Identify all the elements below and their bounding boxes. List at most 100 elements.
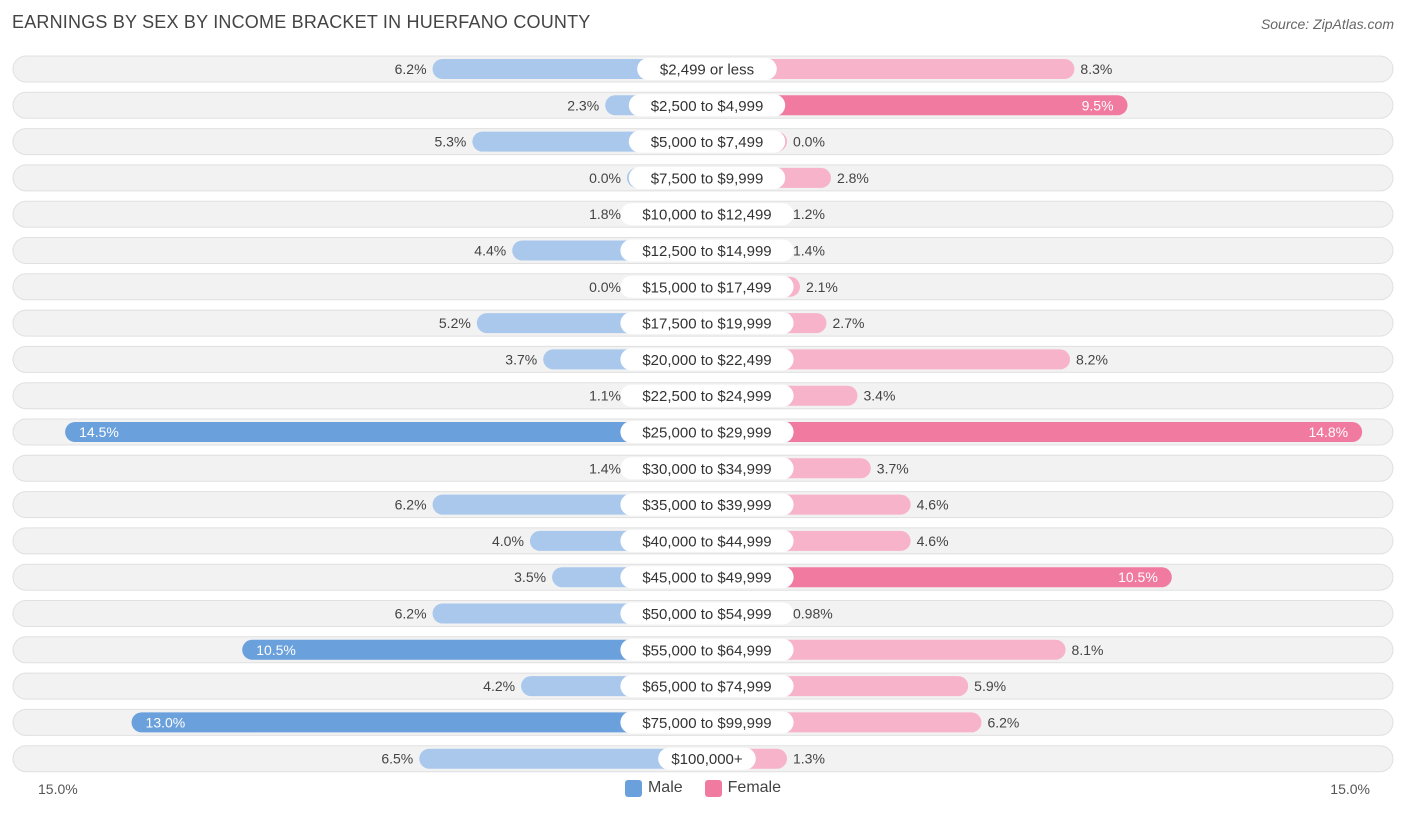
female-value-label: 0.98%: [793, 606, 833, 622]
category-label-bg: [658, 747, 756, 770]
category-label-bg: [620, 493, 794, 516]
female-value-label: 2.7%: [833, 315, 865, 331]
female-value-label: 2.8%: [837, 170, 869, 186]
male-value-label: 0.0%: [589, 279, 621, 295]
category-label-bg: [620, 203, 794, 226]
category-label: $25,000 to $29,999: [642, 425, 771, 442]
female-value-label: 10.5%: [1118, 569, 1158, 585]
category-label-bg: [620, 457, 794, 480]
male-value-label: 1.1%: [589, 388, 621, 404]
category-label: $12,500 to $14,999: [642, 243, 771, 260]
female-bar: [707, 422, 1363, 442]
category-label: $20,000 to $22,499: [642, 352, 771, 369]
category-label-bg: [620, 312, 794, 335]
category-label-bg: [620, 421, 794, 443]
male-value-label: 6.2%: [395, 606, 427, 622]
chart-title: EARNINGS BY SEX BY INCOME BRACKET IN HUE…: [12, 12, 591, 32]
category-label: $65,000 to $74,999: [642, 679, 771, 696]
female-value-label: 14.8%: [1308, 424, 1348, 440]
male-value-label: 0.0%: [589, 170, 621, 186]
male-value-label: 6.2%: [395, 61, 427, 77]
category-label-bg: [628, 94, 786, 117]
female-value-label: 4.6%: [917, 497, 949, 513]
category-label: $45,000 to $49,999: [642, 570, 771, 587]
female-value-label: 1.3%: [793, 751, 825, 767]
category-label: $35,000 to $39,999: [642, 497, 771, 514]
category-label-bg: [620, 675, 794, 698]
category-label-bg: [628, 130, 786, 153]
category-label: $50,000 to $54,999: [642, 606, 771, 623]
male-value-label: 1.4%: [589, 460, 621, 476]
legend-label-female: Female: [727, 779, 782, 796]
category-label: $30,000 to $34,999: [642, 461, 771, 478]
legend-swatch-male: [624, 779, 642, 797]
male-bar: [131, 712, 708, 733]
male-value-label: 6.5%: [381, 751, 413, 767]
category-label-bg: [620, 602, 794, 625]
category-label-bg: [620, 384, 794, 407]
male-value-label: 10.5%: [256, 642, 296, 658]
category-label: $15,000 to $17,499: [642, 279, 771, 296]
female-value-label: 2.1%: [806, 279, 838, 295]
category-label-bg: [620, 711, 794, 734]
female-value-label: 1.2%: [793, 206, 825, 222]
female-value-label: 3.4%: [864, 388, 896, 404]
female-value-label: 3.7%: [877, 460, 909, 476]
female-value-label: 8.2%: [1076, 351, 1108, 367]
female-value-label: 6.2%: [987, 714, 1019, 730]
category-label-bg: [620, 348, 794, 371]
legend-item-male[interactable]: Male: [624, 779, 683, 797]
category-label: $100,000+: [671, 751, 743, 768]
male-value-label: 5.3%: [434, 134, 466, 150]
female-bar: [707, 567, 1172, 588]
legend-swatch-female: [704, 779, 722, 797]
female-bar: [707, 639, 1066, 660]
category-label-bg: [620, 638, 794, 661]
category-label-bg: [620, 529, 794, 552]
category-label: $55,000 to $64,999: [642, 642, 771, 659]
female-bar: [707, 95, 1128, 116]
category-label-bg: [620, 275, 794, 298]
female-value-label: 1.4%: [793, 243, 825, 259]
male-value-label: 4.0%: [492, 533, 524, 549]
category-label-bg: [620, 566, 794, 589]
male-value-label: 4.4%: [474, 243, 506, 259]
female-value-label: 8.3%: [1080, 61, 1112, 77]
axis-right-label: 15.0%: [1330, 781, 1370, 797]
category-label: $2,500 to $4,999: [651, 98, 764, 115]
male-value-label: 3.5%: [514, 569, 546, 585]
male-bar: [419, 748, 707, 769]
female-bar: [707, 349, 1070, 370]
category-label: $2,499 or less: [660, 62, 754, 79]
category-label: $75,000 to $99,999: [642, 715, 771, 732]
female-value-label: 8.1%: [1072, 642, 1104, 658]
male-value-label: 1.8%: [589, 206, 621, 222]
male-bar: [65, 422, 708, 442]
female-value-label: 4.6%: [917, 533, 949, 549]
legend-label-male: Male: [647, 779, 683, 796]
male-bar: [432, 59, 707, 79]
male-value-label: 3.7%: [505, 351, 537, 367]
category-label: $5,000 to $7,499: [651, 134, 764, 151]
female-bar: [707, 59, 1075, 79]
female-value-label: 0.0%: [793, 134, 825, 150]
category-label: $40,000 to $44,999: [642, 533, 771, 550]
category-label: $22,500 to $24,999: [642, 388, 771, 405]
category-label-bg: [620, 239, 794, 262]
male-value-label: 13.0%: [146, 714, 186, 730]
male-value-label: 6.2%: [395, 497, 427, 513]
female-value-label: 9.5%: [1082, 97, 1114, 113]
male-value-label: 5.2%: [439, 315, 471, 331]
legend-item-female[interactable]: Female: [704, 779, 782, 797]
category-label: $7,500 to $9,999: [651, 170, 764, 187]
axis-left-label: 15.0%: [38, 781, 78, 797]
source-label: Source: ZipAtlas.com: [1260, 16, 1394, 32]
female-value-label: 5.9%: [974, 678, 1006, 694]
male-value-label: 4.2%: [483, 678, 515, 694]
category-label: $17,500 to $19,999: [642, 316, 771, 333]
category-label: $10,000 to $12,499: [642, 207, 771, 224]
male-value-label: 2.3%: [567, 97, 599, 113]
category-label-bg: [637, 58, 777, 80]
male-value-label: 14.5%: [79, 424, 119, 440]
